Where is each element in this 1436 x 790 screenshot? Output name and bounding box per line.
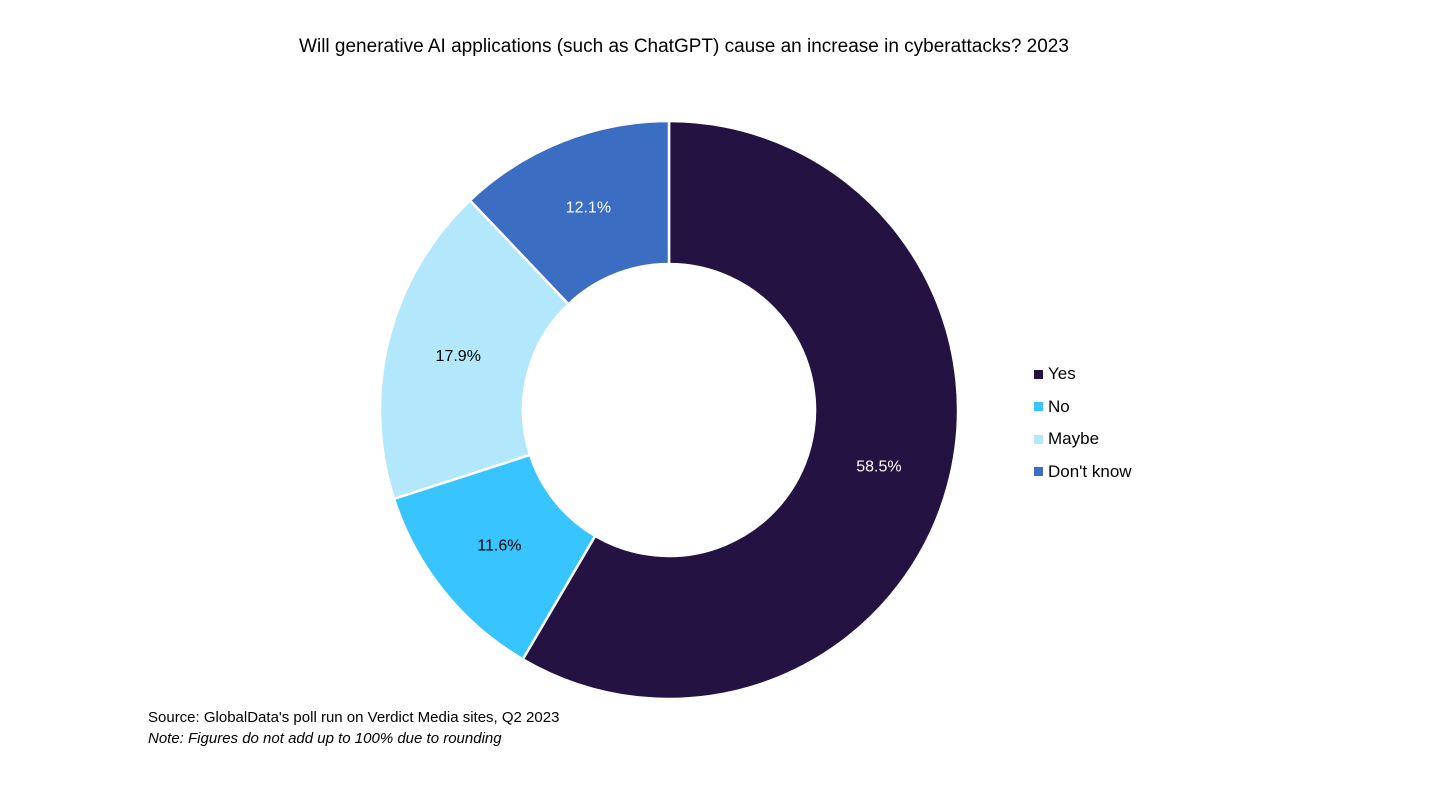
data-label-maybe: 17.9% bbox=[436, 348, 481, 365]
data-label-no: 11.6% bbox=[477, 538, 521, 555]
chart-legend: Yes No Maybe Don't know bbox=[1034, 358, 1234, 488]
legend-item-yes: Yes bbox=[1034, 358, 1234, 391]
legend-label: Yes bbox=[1048, 364, 1076, 384]
data-label-don-t-know: 12.1% bbox=[566, 199, 611, 216]
source-note: Source: GlobalData's poll run on Verdict… bbox=[148, 709, 560, 726]
rounding-note: Note: Figures do not add up to 100% due … bbox=[148, 730, 502, 747]
slice-yes bbox=[521, 119, 960, 701]
legend-swatch bbox=[1034, 434, 1043, 444]
legend-swatch bbox=[1034, 402, 1043, 412]
legend-label: Maybe bbox=[1048, 429, 1100, 449]
legend-swatch bbox=[1034, 467, 1043, 477]
slice-don-t-know bbox=[468, 119, 671, 306]
data-label-yes: 58.5% bbox=[856, 459, 901, 476]
chart-title: Will generative AI applications (such as… bbox=[299, 36, 1069, 57]
legend-label: No bbox=[1048, 396, 1070, 416]
legend-swatch bbox=[1034, 369, 1043, 379]
legend-label: Don't know bbox=[1048, 461, 1132, 481]
slice-maybe bbox=[378, 198, 571, 501]
legend-item-no: No bbox=[1034, 391, 1234, 424]
legend-item-maybe: Maybe bbox=[1034, 423, 1234, 456]
legend-item-don-t-know: Don't know bbox=[1034, 456, 1234, 489]
